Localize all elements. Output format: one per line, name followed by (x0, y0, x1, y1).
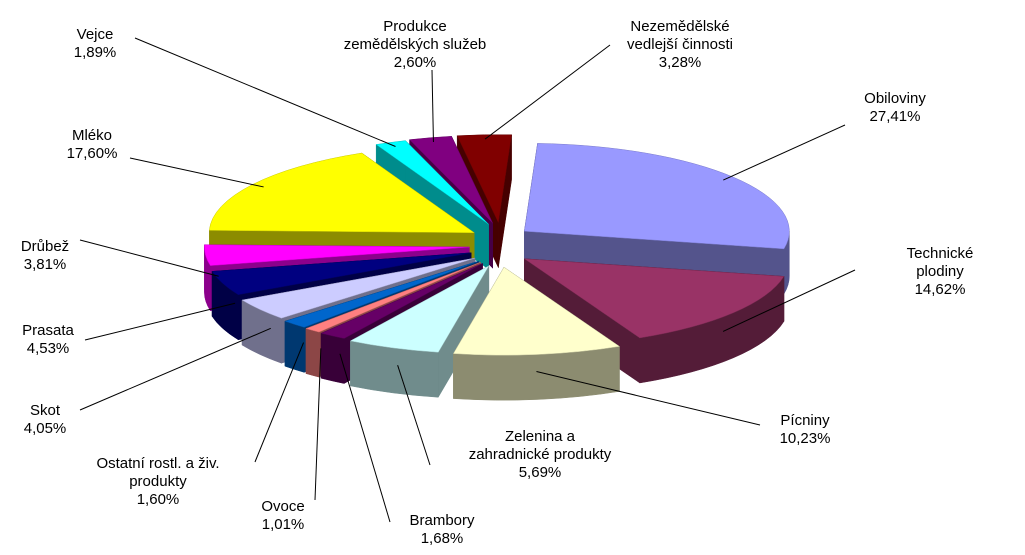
value-label: 5,69% (518, 464, 562, 481)
value-label: 3,81% (23, 256, 67, 273)
value-label: 3,28% (658, 54, 702, 71)
leader-line (484, 44, 611, 140)
slice-top (349, 265, 490, 353)
value-label: 1,60% (136, 491, 180, 508)
slice-top (305, 262, 481, 333)
category-label: Nezemědělské vedlejší činnosti (627, 18, 733, 53)
slice-top (375, 140, 489, 225)
slice-label: Obiloviny 27,41% (864, 90, 926, 126)
slice-top (284, 260, 479, 328)
slice-top (523, 258, 785, 339)
leader-line (722, 269, 856, 332)
value-label: 10,23% (779, 430, 831, 447)
slice-label: Mléko 17,60% (67, 127, 118, 163)
leader-line (536, 371, 761, 426)
slice-top (241, 257, 476, 319)
slice-label: Skot 4,05% (24, 402, 67, 438)
slice (452, 266, 621, 401)
value-label: 1,01% (261, 516, 305, 533)
leader-line (314, 348, 322, 501)
category-label: Vejce (76, 26, 114, 43)
value-label: 4,05% (23, 420, 67, 437)
slice-label: Vejce 1,89% (74, 26, 117, 62)
slice-label: Prasata 4,53% (22, 322, 74, 358)
leader-line (79, 327, 271, 411)
slice-label: Brambory 1,68% (409, 512, 474, 548)
category-label: Mléko (71, 127, 112, 144)
slice-top (320, 263, 483, 339)
category-label: Brambory (409, 512, 475, 529)
leader-line (397, 365, 431, 466)
slice-label: Produkce zemědělských služeb 2,60% (344, 18, 487, 72)
slice-label: Zelenina a zahradnické produkty 5,69% (469, 428, 612, 482)
slice-label: Ovoce 1,01% (261, 498, 304, 534)
category-label: Produkce zemědělských služeb (343, 18, 487, 53)
category-label: Technické plodiny (906, 245, 974, 280)
category-label: Skot (29, 402, 61, 419)
category-label: Ostatní rostl. a živ. produkty (96, 455, 220, 490)
leader-line (339, 353, 391, 523)
category-label: Drůbež (20, 238, 70, 255)
leader-line (79, 239, 219, 277)
value-label: 1,68% (420, 530, 464, 547)
slice (349, 264, 490, 399)
slice-top (524, 143, 790, 250)
value-label: 1,89% (73, 44, 117, 61)
slice-top (408, 136, 493, 224)
value-label: 2,60% (393, 54, 437, 71)
leader-line (431, 69, 434, 142)
slice-top (452, 266, 621, 356)
category-label: Obiloviny (864, 90, 926, 107)
category-label: Zelenina a zahradnické produkty (468, 428, 612, 463)
slice-label: Technické plodiny 14,62% (898, 245, 983, 299)
slice-top (211, 252, 472, 296)
category-label: Ovoce (261, 498, 305, 515)
slice-side (305, 328, 320, 378)
leader-line (134, 37, 396, 147)
slice-label: Drůbež 3,81% (21, 238, 69, 274)
slice-label: Nezemědělské vedlejší činnosti 3,28% (627, 18, 733, 72)
value-label: 27,41% (869, 108, 921, 125)
slice-label: Pícniny 10,23% (780, 412, 831, 448)
slice-top (204, 244, 470, 266)
slice-top (456, 134, 512, 224)
value-label: 17,60% (66, 145, 118, 162)
category-label: Pícniny (780, 412, 830, 429)
value-label: 14,62% (914, 281, 966, 298)
leader-line (84, 302, 236, 341)
leader-line (254, 342, 305, 463)
value-label: 4,53% (26, 340, 70, 357)
slice-side (320, 332, 345, 384)
slice-label: Ostatní rostl. a živ. produkty 1,60% (96, 455, 219, 509)
leader-line (723, 124, 846, 181)
leader-line (129, 157, 264, 188)
category-label: Prasata (22, 322, 74, 339)
